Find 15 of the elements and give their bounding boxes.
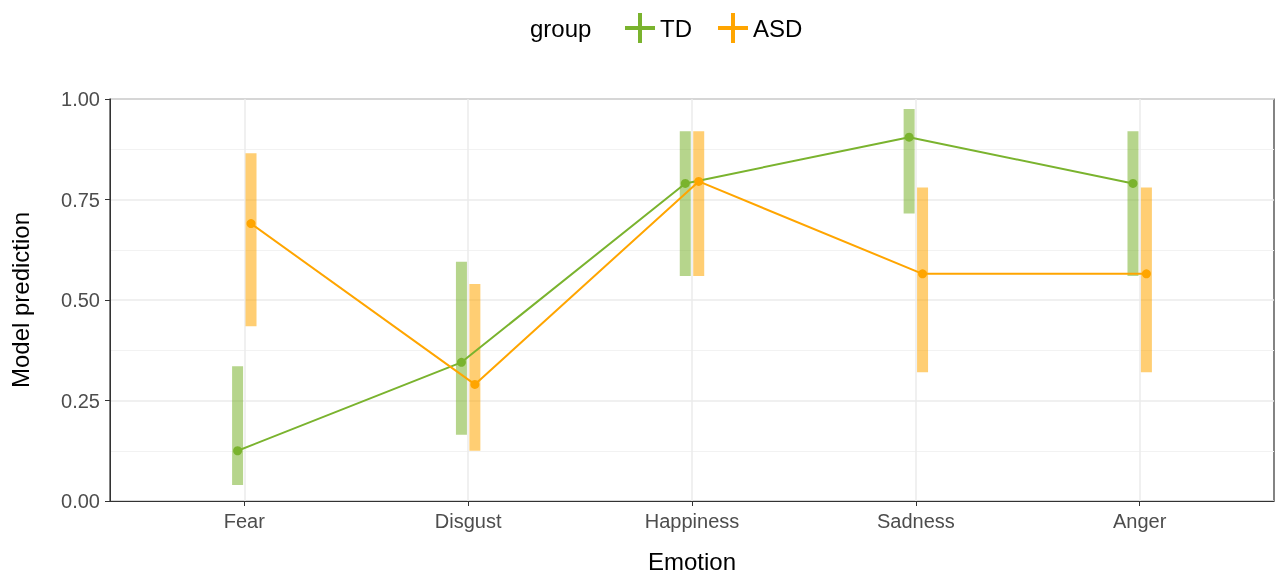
y-tick-label: 0.75 (61, 188, 100, 211)
x-tick-label: Anger (1113, 510, 1167, 532)
y-tick-label: 1.00 (61, 88, 100, 110)
y-axis-title: Model prediction (6, 211, 34, 389)
y-tick-label: 0.00 (61, 490, 100, 512)
x-tick-label: Happiness (644, 510, 740, 532)
x-tick-label: Fear (223, 510, 266, 532)
legend-title: group (530, 14, 592, 42)
x-tick-label: Sadness (876, 510, 955, 532)
legend-label: TD (660, 14, 692, 42)
y-tick-label: 0.50 (61, 289, 100, 311)
y-tick-label: 0.25 (61, 389, 100, 412)
x-tick-label: Disgust (434, 510, 502, 532)
x-axis-title: Emotion (647, 547, 737, 575)
legend-label: ASD (752, 14, 803, 42)
